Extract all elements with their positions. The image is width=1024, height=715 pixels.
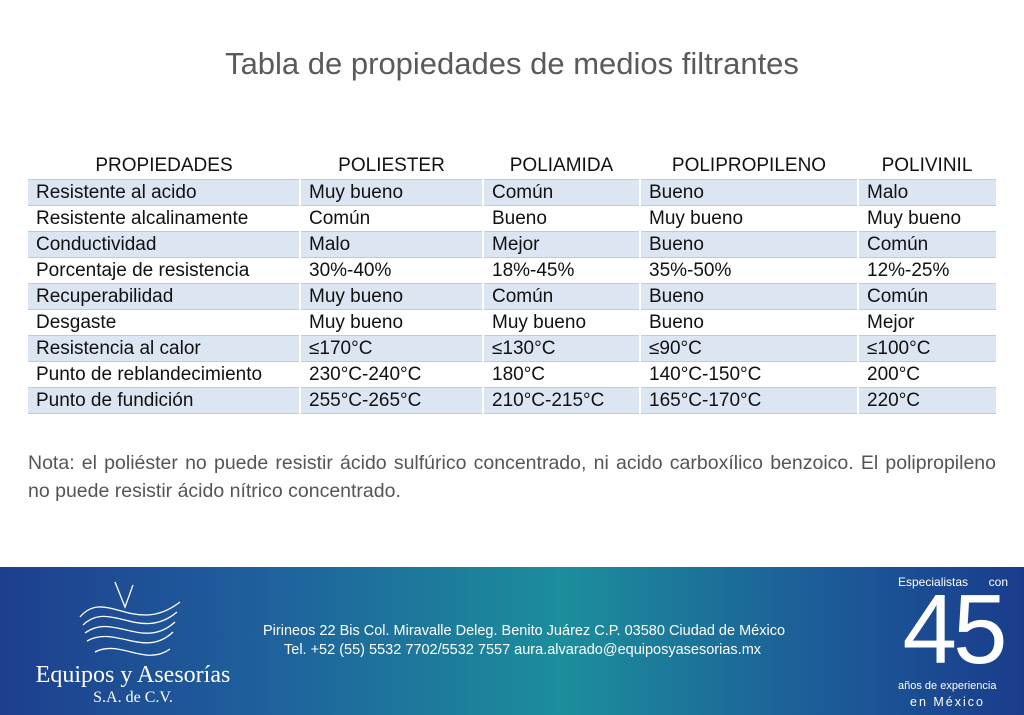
table-cell: ≤90°C	[639, 335, 858, 362]
table-cell: Común	[482, 179, 640, 206]
table-row: Punto de fundición 255°C-265°C 210°C-215°C…	[28, 387, 996, 414]
table-cell: Común	[857, 283, 996, 310]
header-cell: POLIAMIDA	[509, 154, 614, 176]
title: Tabla de propiedades de medios filtrante…	[225, 46, 799, 81]
table-cell: Muy bueno	[299, 179, 483, 206]
table-cell: 200°C	[857, 361, 996, 388]
table-cell: Conductividad	[28, 231, 300, 258]
table-cell: Resistencia al calor	[28, 335, 300, 362]
table-cell: ≤130°C	[482, 335, 640, 362]
header-cell: POLIVINIL	[881, 154, 973, 176]
table-row: Punto de reblandecimiento 230°C-240°C 180°…	[28, 361, 996, 388]
table-cell: Punto de fundición	[28, 387, 300, 414]
badge-top: Especialistas con	[898, 575, 1008, 589]
table-cell: Muy bueno	[482, 309, 640, 336]
table-cell: Recuperabilidad	[28, 283, 300, 310]
table-cell: Bueno	[639, 309, 858, 336]
table-cell: 12%-25%	[857, 257, 996, 284]
table-row: Resistente al acido Muy bueno Común Bueno Ma…	[28, 179, 996, 206]
table-row: Resistente alcalinamente Común Bueno Muy bu…	[28, 205, 996, 232]
table-cell: 210°C-215°C	[482, 387, 640, 414]
footer: Equipos y Asesorías S.A. de C.V. Pirineo…	[0, 567, 1024, 715]
table-cell: Mejor	[857, 309, 996, 336]
header-row: PROPIEDADES POLIESTER POLIAMIDA POLIPROPILE…	[28, 152, 996, 180]
table-cell: Muy bueno	[857, 205, 996, 232]
table-cell: Bueno	[639, 179, 858, 206]
header-cell: POLIESTER	[338, 154, 445, 176]
company-name: Equipos y Asesorías	[35, 662, 231, 688]
table-row: Desgaste Muy bueno Muy bueno Bueno Mejor	[28, 309, 996, 336]
address: Pirineos 22 Bis Col. Miravalle Deleg. Be…	[263, 623, 786, 639]
contact: Tel. +52 (55) 5532 7702/5532 7557 aura.a…	[284, 642, 762, 658]
logo-graphic	[79, 581, 181, 656]
table-cell: Muy bueno	[639, 205, 858, 232]
table-cell: Común	[299, 205, 483, 232]
table-cell: Bueno	[482, 205, 640, 232]
table-cell: Bueno	[639, 231, 858, 258]
table-cell: 255°C-265°C	[299, 387, 483, 414]
table-cell: 18%-45%	[482, 257, 640, 284]
table-cell: 220°C	[857, 387, 996, 414]
header-cell: PROPIEDADES	[95, 154, 233, 176]
table-cell: 165°C-170°C	[639, 387, 858, 414]
table-row: Recuperabilidad Muy bueno Común Bueno Común	[28, 283, 996, 310]
table-cell: Punto de reblandecimiento	[36, 364, 263, 385]
table-cell: Resistente alcalinamente	[36, 208, 249, 229]
table-cell: Malo	[857, 179, 996, 206]
table-cell: Común	[482, 283, 640, 310]
table-cell: Resistente al acido	[28, 179, 300, 206]
properties-table: PROPIEDADES POLIESTER POLIAMIDA POLIPROPILE…	[28, 152, 996, 414]
table-cell: Malo	[299, 231, 483, 258]
table-row: Conductividad Malo Mejor Bueno Común	[28, 231, 996, 258]
table-cell: Mejor	[482, 231, 640, 258]
badge-place: en México	[910, 695, 985, 709]
badge-number: 45	[902, 574, 1007, 684]
table-cell: 35%-50%	[639, 257, 858, 284]
table-cell: 230°C-240°C	[299, 361, 483, 388]
company-suffix: S.A. de C.V.	[93, 689, 173, 706]
badge-bottom: años de experiencia	[898, 680, 997, 692]
table-cell: 140°C-150°C	[639, 361, 858, 388]
table-row: Resistencia al calor ≤170°C ≤130°C ≤90°C ≤10…	[28, 335, 996, 362]
table-cell: ≤100°C	[857, 335, 996, 362]
table-cell: Muy bueno	[299, 309, 483, 336]
table-cell: Bueno	[639, 283, 858, 310]
table-cell: 30%-40%	[299, 257, 483, 284]
table-cell: Muy bueno	[299, 283, 483, 310]
table-cell: 180°C	[482, 361, 640, 388]
table-cell: Porcentaje de resistencia	[36, 260, 250, 281]
table-cell: ≤170°C	[299, 335, 483, 362]
table-cell: Común	[857, 231, 996, 258]
header-cell: POLIPROPILENO	[671, 154, 827, 176]
table-row: Porcentaje de resistencia 30%-40% 18%-45% 3…	[28, 257, 996, 284]
note: Nota: el poliéster no puede resistir áci…	[28, 452, 996, 502]
table-cell: Desgaste	[36, 312, 117, 333]
